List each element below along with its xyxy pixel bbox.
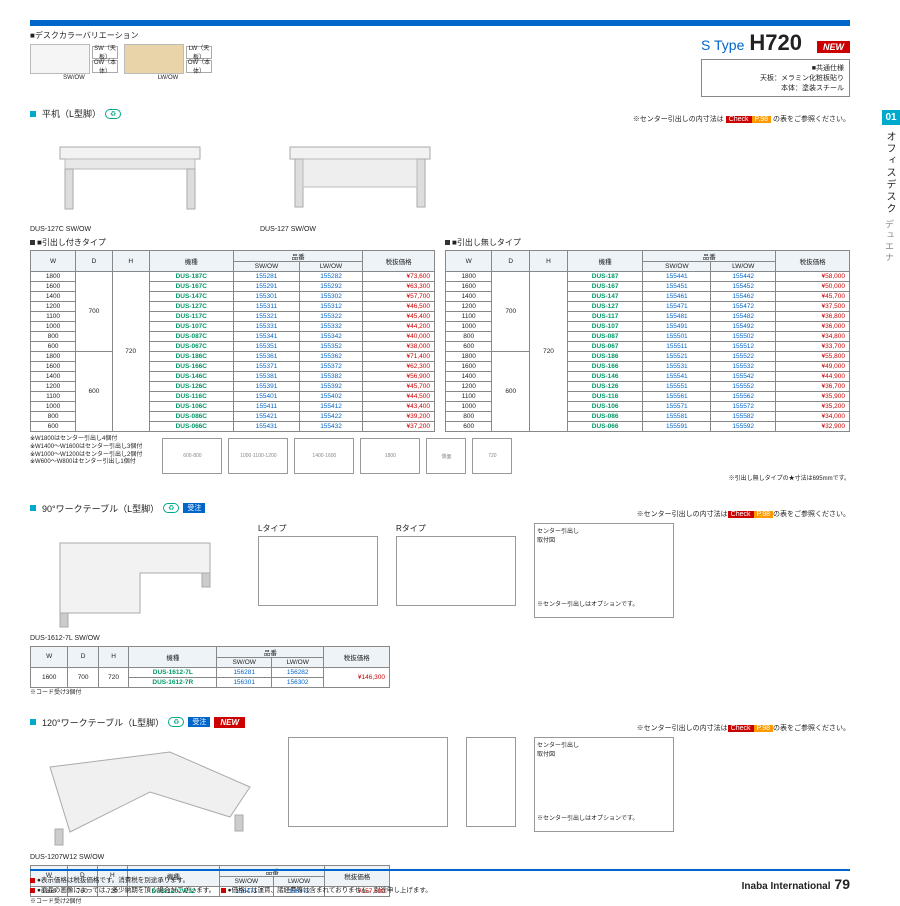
table-cell: 1800 bbox=[31, 272, 76, 282]
dimension-diagrams: 600·8001000·1100·12001400·16001800側面720 bbox=[162, 438, 850, 474]
section1-heading: 平机（L型脚） ♻ bbox=[30, 107, 121, 120]
table-cell: 800 bbox=[446, 412, 492, 422]
table-cell: 1200 bbox=[446, 382, 492, 392]
table-row: 1800700720DUS-187C155281155282¥73,600 bbox=[31, 272, 435, 282]
spec-table-left: WDH機種品番税抜価格SW/OWLW/OW1800700720DUS-187C1… bbox=[30, 250, 435, 432]
table-cell: 1100 bbox=[31, 312, 76, 322]
table-cell: 1600 bbox=[31, 282, 76, 292]
check-note: ※センター引出しの内寸法はCheckP.98の表をご参照ください。 bbox=[637, 723, 850, 733]
table-cell: 800 bbox=[31, 412, 76, 422]
table-cell: 1400 bbox=[31, 372, 76, 382]
recycle-icon: ♻ bbox=[105, 109, 121, 119]
top-blue-bar bbox=[30, 20, 850, 26]
common-spec-box: ■共通仕様 天板：メラミン化粧板貼り 本体：塗装スチール bbox=[701, 59, 850, 97]
table-cell: 1100 bbox=[446, 392, 492, 402]
table-cell: 800 bbox=[446, 332, 492, 342]
table-cell: 800 bbox=[31, 332, 76, 342]
table-cell: 1200 bbox=[31, 382, 76, 392]
color-variation-title: ■デスクカラーバリエーション bbox=[30, 30, 212, 41]
section3-heading: 120°ワークテーブル（L型脚） ♻ 受注 NEW bbox=[30, 716, 245, 729]
table-row: 1800600DUS-186C155361155362¥71,400 bbox=[31, 352, 435, 362]
center-drawer-diagram: センター引出し 取付図 ※センター引出しはオプションです。 bbox=[534, 523, 674, 618]
page-footer: ●表示価格は税抜価格です。消費税を別途承ります。 ●商品の画像によっては、多少納… bbox=[30, 869, 850, 894]
table-cell: 1000 bbox=[446, 322, 492, 332]
table-cell: 1200 bbox=[31, 302, 76, 312]
desk-image-left bbox=[30, 124, 230, 224]
table-left-title: ■引出し付きタイプ bbox=[30, 237, 435, 248]
table-right-title: ■引出し無しタイプ bbox=[445, 237, 850, 248]
table-cell: 1600 bbox=[446, 282, 492, 292]
table-cell: 1400 bbox=[446, 372, 492, 382]
table-cell: 1400 bbox=[446, 292, 492, 302]
table-cell: 1800 bbox=[446, 272, 492, 282]
desk-image-90 bbox=[30, 523, 240, 633]
r-type-diagram bbox=[396, 536, 516, 606]
table-cell: 1600 bbox=[446, 362, 492, 372]
l-type-diagram bbox=[258, 536, 378, 606]
table-cell: 1200 bbox=[446, 302, 492, 312]
table-cell: 1600 bbox=[31, 362, 76, 372]
center-drawer-diagram-120: センター引出し 取付図 ※センター引出しはオプションです。 bbox=[534, 737, 674, 832]
table-cell: 1800 bbox=[31, 352, 76, 362]
table-row: 1800700720DUS-187155441155442¥58,000 bbox=[446, 272, 850, 282]
chapter-sidebar: 01 オフィスデスク デュエナ bbox=[882, 110, 900, 264]
table-cell: 1000 bbox=[446, 402, 492, 412]
table-cell: 600 bbox=[446, 342, 492, 352]
section2-heading: 90°ワークテーブル（L型脚） ♻ 受注 bbox=[30, 502, 205, 515]
color-variation-block: ■デスクカラーバリエーション SW（天板）OW（本体）SW/OWLW（天板）OW… bbox=[30, 30, 212, 81]
table-cell: 600 bbox=[31, 342, 76, 352]
type-title: S Type H720 NEW bbox=[701, 30, 850, 56]
120-side-diagram bbox=[466, 737, 516, 827]
table-cell: 600 bbox=[31, 422, 76, 432]
table-row: 1600700720DUS-1612-7L156281156282¥146,30… bbox=[31, 667, 390, 677]
check-note: ※センター引出しの内寸法はCheckP.98の表をご参照ください。 bbox=[637, 509, 850, 519]
table-cell: 1000 bbox=[31, 322, 76, 332]
table-row: 1800600DUS-186155521155522¥55,800 bbox=[446, 352, 850, 362]
recycle-icon: ♻ bbox=[163, 503, 179, 513]
section1-notes: ※W1800はセンター引出し4個付※W1400～W1600はセンター引出し3個付… bbox=[30, 436, 142, 467]
spec-table-90: WDH機種品番税抜価格SW/OWLW/OW1600700720DUS-1612-… bbox=[30, 646, 390, 688]
table-cell: 1100 bbox=[31, 392, 76, 402]
spec-table-right: WDH機種品番税抜価格SW/OWLW/OW1800700720DUS-18715… bbox=[445, 250, 850, 432]
table-cell: 1800 bbox=[446, 352, 492, 362]
recycle-icon: ♻ bbox=[168, 717, 184, 727]
new-badge: NEW bbox=[817, 41, 850, 53]
120-top-diagram bbox=[288, 737, 448, 827]
table-cell: 1100 bbox=[446, 312, 492, 322]
table-cell: 1000 bbox=[31, 402, 76, 412]
table-cell: 600 bbox=[446, 422, 492, 432]
desk-image-120 bbox=[30, 737, 270, 852]
table-cell: 1400 bbox=[31, 292, 76, 302]
desk-image-right bbox=[260, 124, 460, 224]
check-note: ※センター引出しの内寸法は CheckP.98 の表をご参照ください。 bbox=[633, 114, 850, 124]
